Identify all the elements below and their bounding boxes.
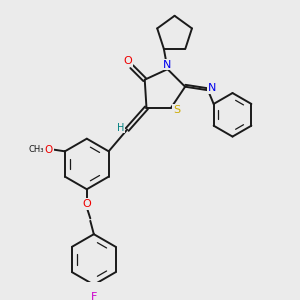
- Text: H: H: [117, 123, 124, 133]
- Text: S: S: [173, 105, 180, 115]
- Text: N: N: [208, 83, 216, 94]
- Text: O: O: [45, 145, 53, 154]
- Text: F: F: [91, 292, 97, 300]
- Text: CH₃: CH₃: [28, 145, 44, 154]
- Text: O: O: [124, 56, 133, 66]
- Text: N: N: [164, 60, 172, 70]
- Text: O: O: [82, 199, 91, 209]
